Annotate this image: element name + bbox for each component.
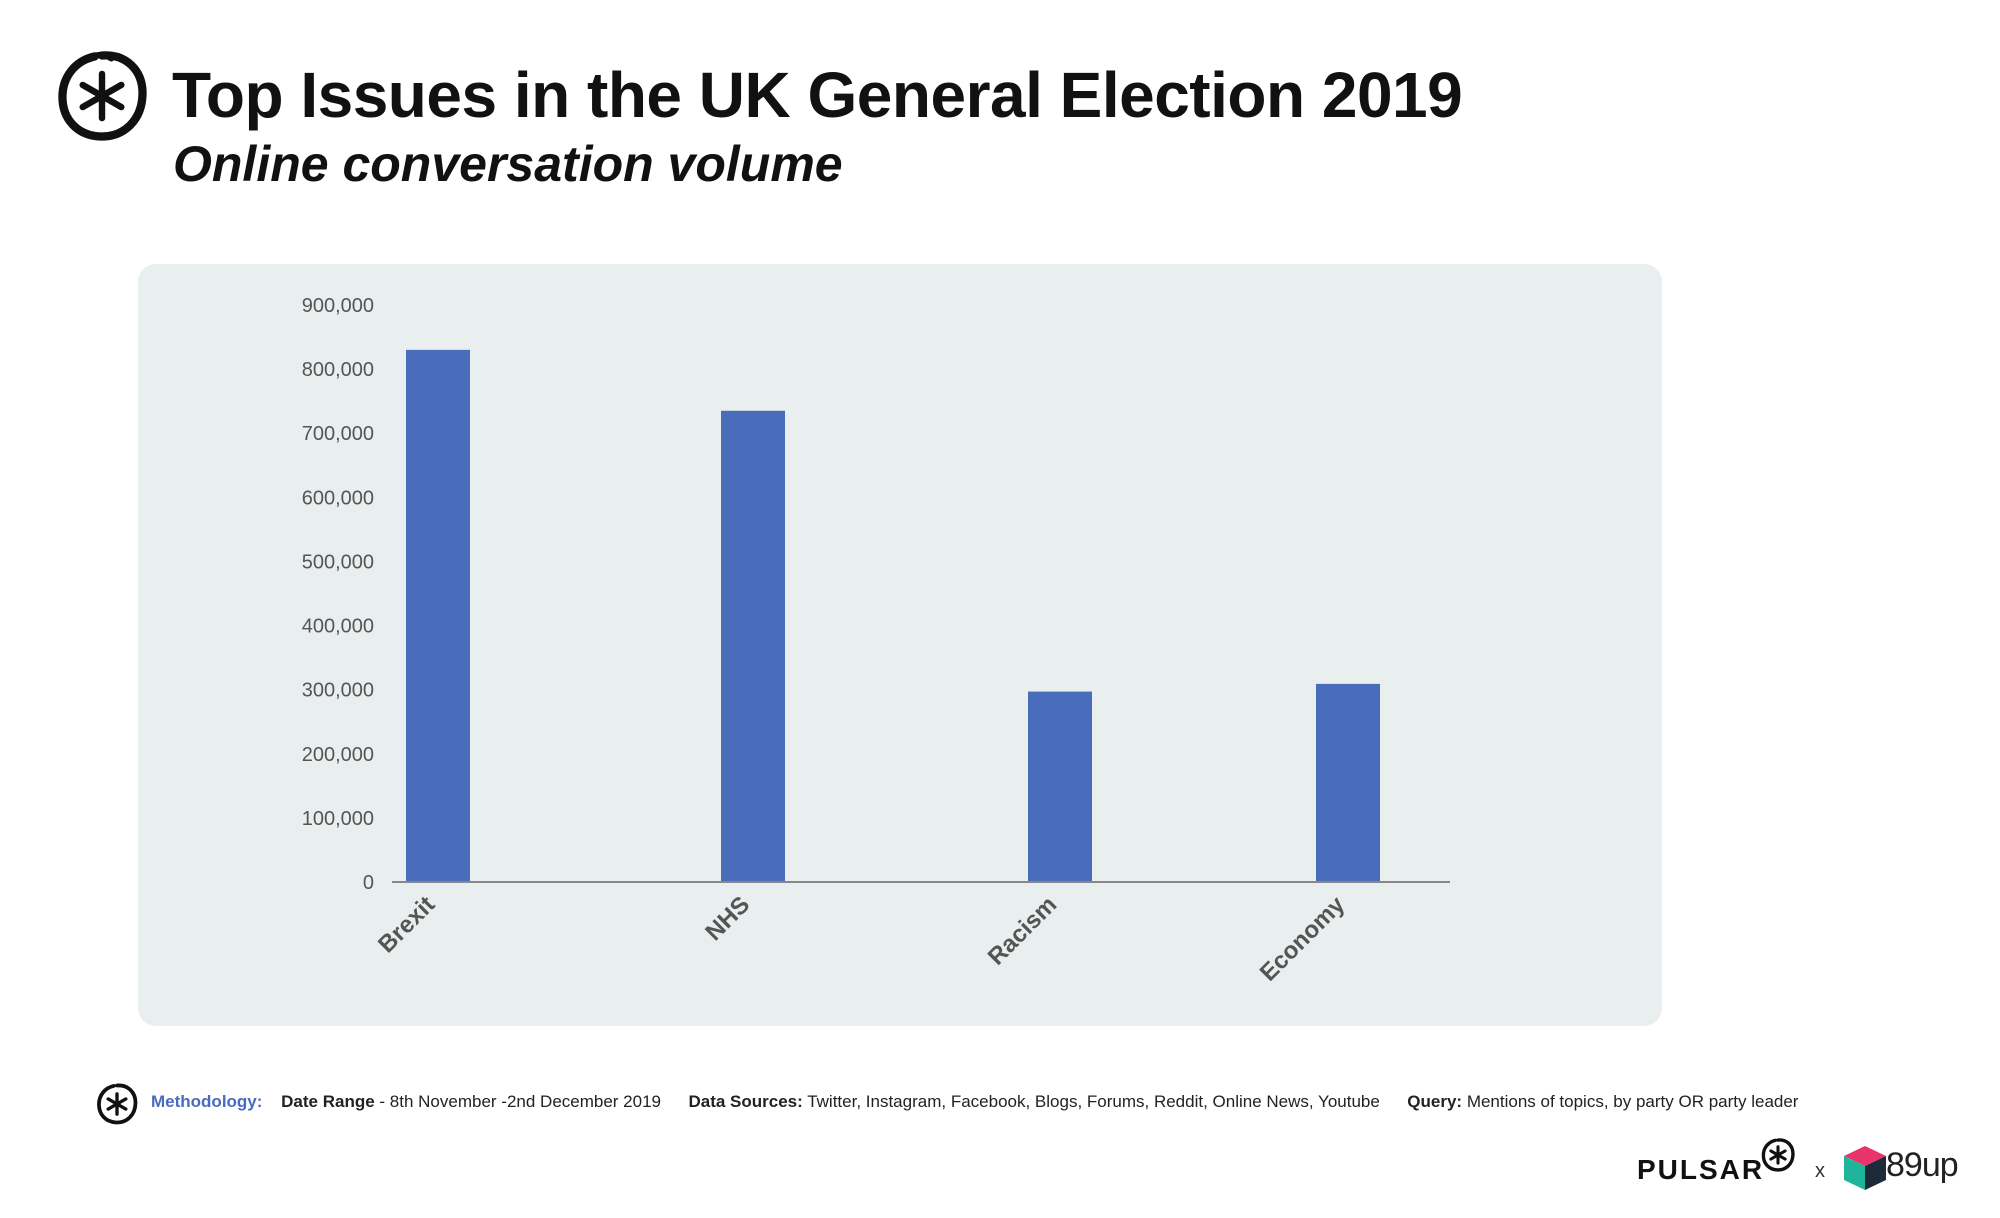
- y-tick-label: 400,000: [302, 616, 374, 638]
- pulsar-star-icon: [1761, 1138, 1795, 1172]
- pulsar-wordmark: PULSAR: [1637, 1154, 1765, 1185]
- x-tick-label: Brexit: [373, 891, 440, 958]
- chart-title: Top Issues in the UK General Election 20…: [172, 59, 1463, 131]
- y-tick-label: 300,000: [302, 680, 374, 702]
- 89up-cube-icon: [1844, 1146, 1886, 1190]
- brand-logos: PULSAR x 89up: [1637, 1138, 1967, 1194]
- chart-subtitle: Online conversation volume: [173, 136, 843, 192]
- data-sources-label: Data Sources:: [688, 1092, 803, 1111]
- date-range-label: Date Range: [281, 1092, 375, 1111]
- bar-economy: [1316, 683, 1380, 882]
- 89up-wordmark: 89up: [1886, 1146, 1959, 1184]
- y-tick-label: 900,000: [302, 295, 374, 317]
- bar-nhs: [721, 410, 785, 882]
- data-sources-value: Twitter, Instagram, Facebook, Blogs, For…: [802, 1092, 1380, 1111]
- pulsar-logo-icon: [58, 51, 147, 141]
- y-tick-label: 800,000: [302, 359, 374, 381]
- y-tick-label: 200,000: [302, 744, 374, 766]
- y-tick-label: 700,000: [302, 423, 374, 445]
- x-tick-label: Economy: [1255, 891, 1351, 987]
- brand-separator: x: [1815, 1160, 1825, 1182]
- x-tick-label: Racism: [983, 891, 1062, 970]
- query-value: Mentions of topics, by party OR party le…: [1462, 1092, 1799, 1111]
- y-tick-label: 100,000: [302, 808, 374, 830]
- x-tick-label: NHS: [700, 891, 755, 946]
- methodology-footer: Methodology: Date Range - 8th November -…: [151, 1092, 1798, 1112]
- pulsar-small-logo-icon: [97, 1083, 138, 1125]
- y-tick-label: 500,000: [302, 551, 374, 573]
- y-tick-label: 0: [363, 872, 374, 894]
- y-tick-label: 600,000: [302, 487, 374, 509]
- chart-panel: [138, 264, 1662, 1026]
- methodology-label: Methodology:: [151, 1092, 263, 1111]
- bar-brexit: [406, 349, 470, 882]
- query-label: Query:: [1407, 1092, 1463, 1111]
- date-range-value: - 8th November -2nd December 2019: [374, 1092, 661, 1111]
- bar-racism: [1028, 691, 1092, 882]
